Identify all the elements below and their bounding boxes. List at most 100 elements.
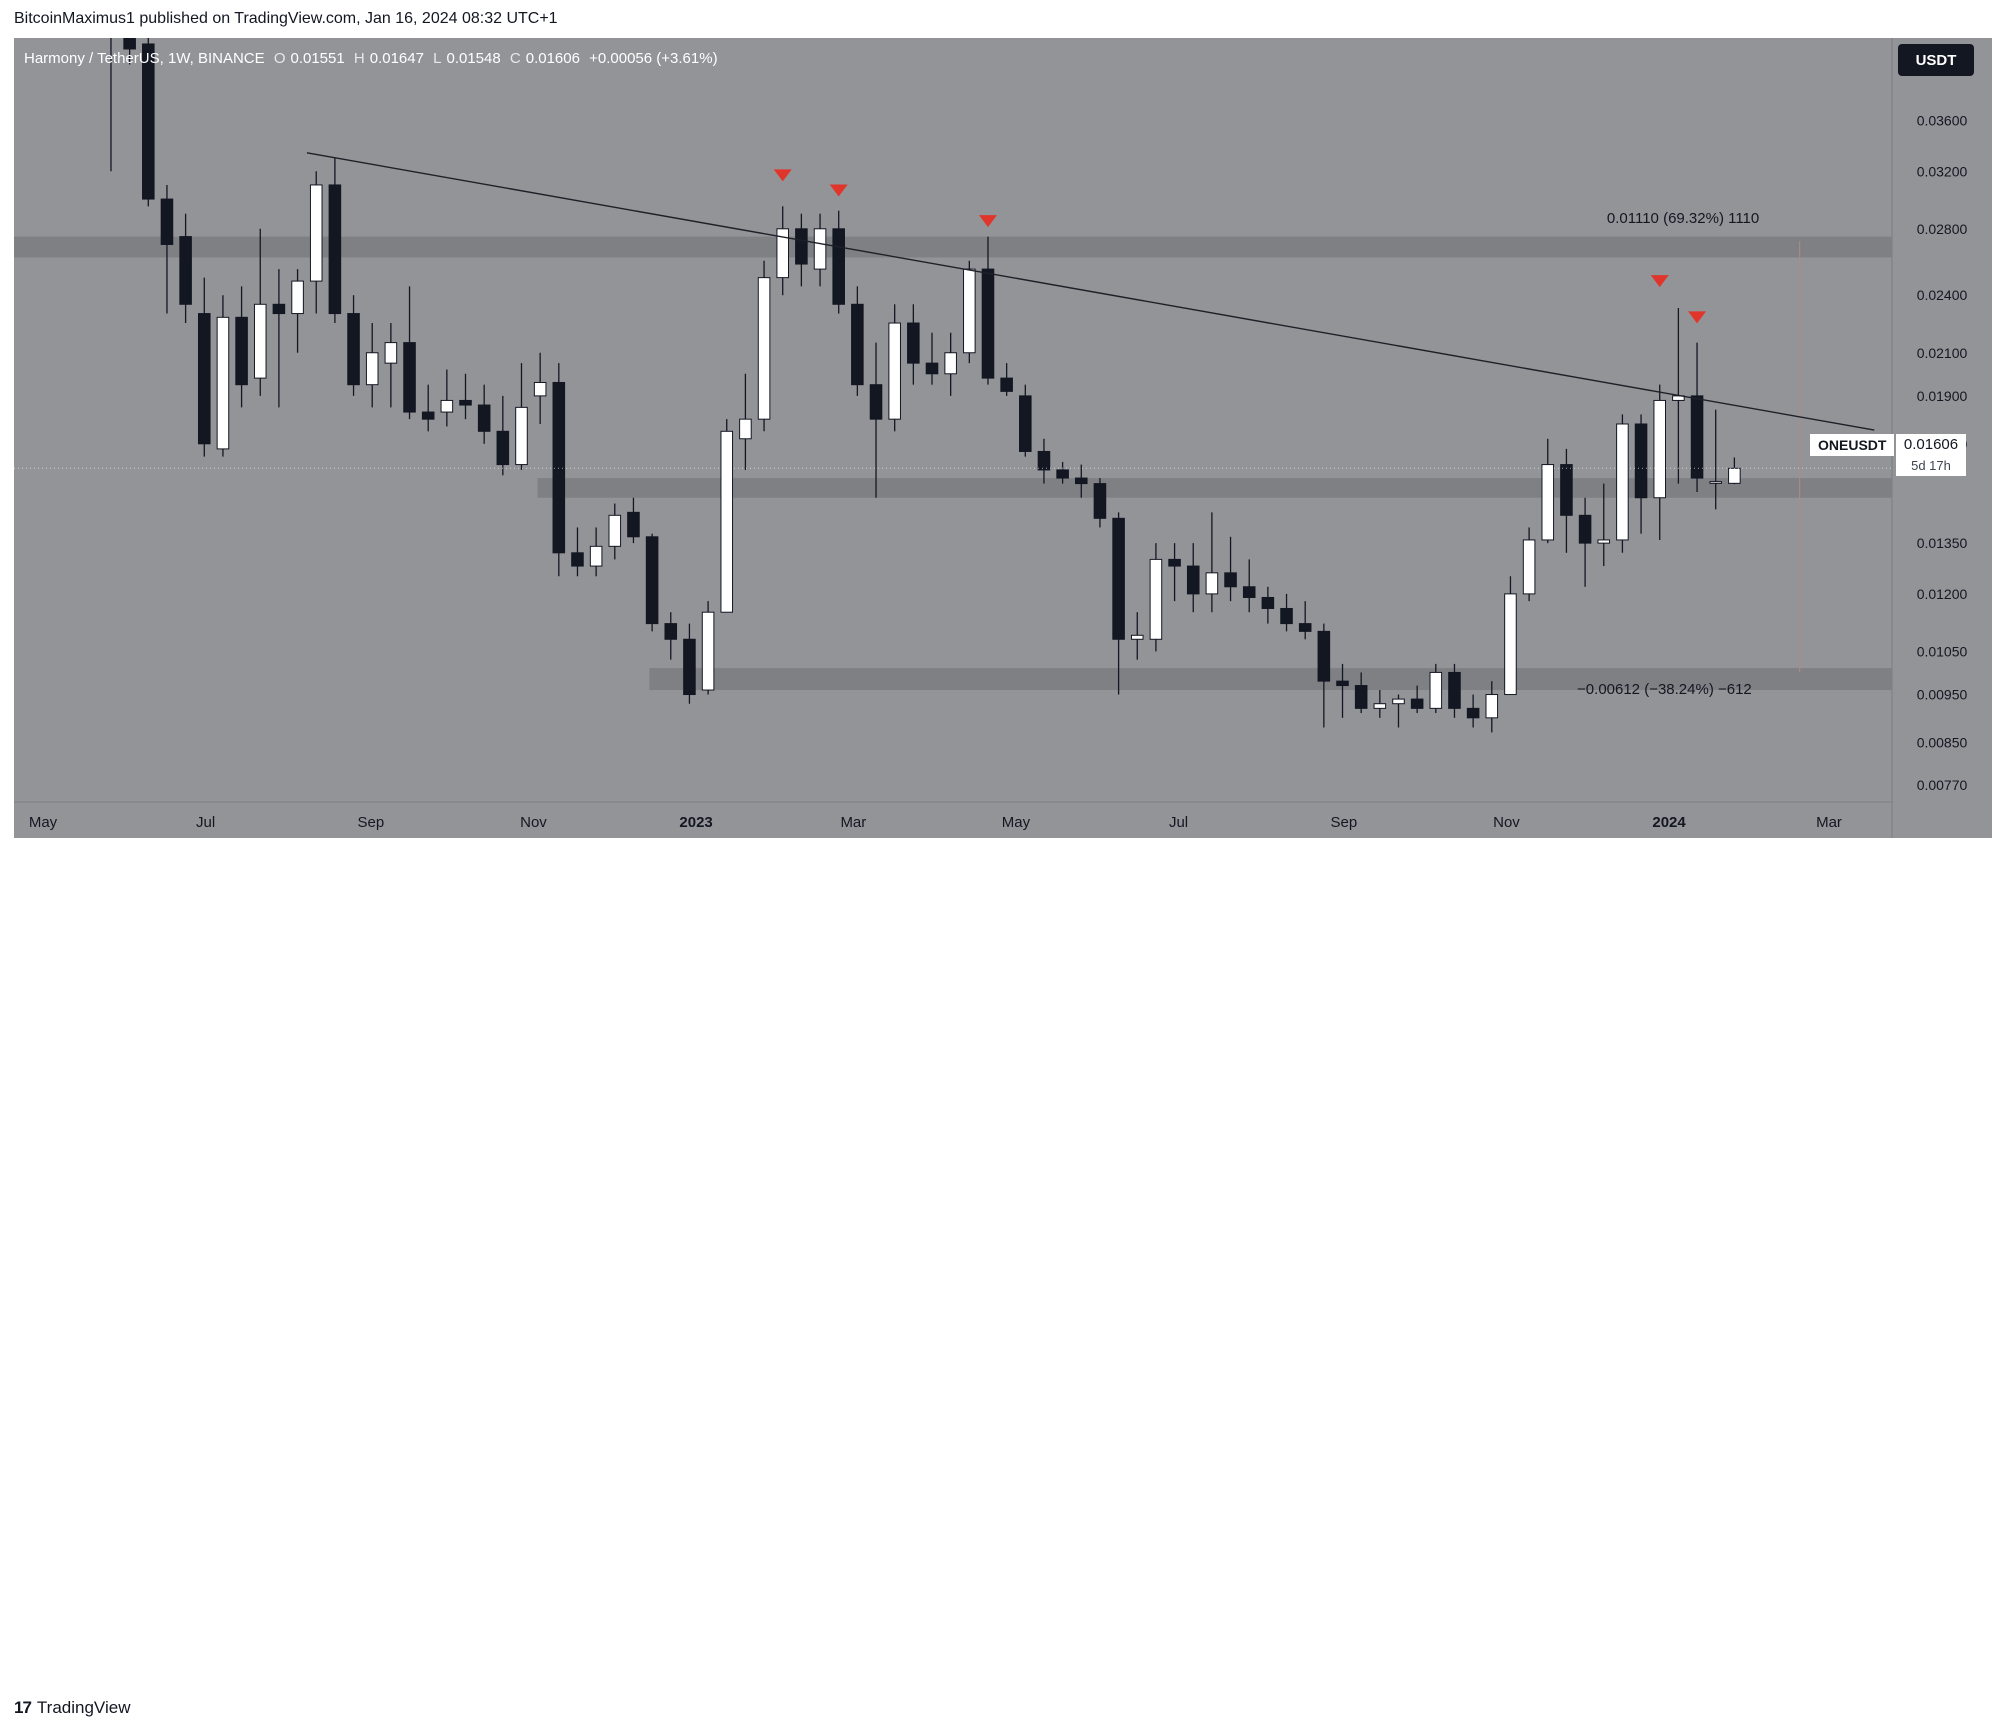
time-tick-label: Mar	[840, 814, 866, 831]
time-tick-label: Jul	[1169, 814, 1188, 831]
price-tick-label: 0.02400	[1917, 287, 1968, 303]
candle-body	[1485, 694, 1499, 719]
candle-body	[589, 545, 603, 567]
descending-trendline	[306, 152, 1875, 431]
candle-body	[459, 399, 472, 406]
candle-body	[1112, 517, 1125, 640]
candle-body	[1522, 539, 1536, 595]
candle-body	[1130, 634, 1144, 640]
rejection-marker	[978, 215, 997, 228]
candle-body	[832, 228, 845, 305]
candle-body	[795, 228, 808, 265]
candle-body	[365, 352, 379, 386]
candle-body	[1504, 593, 1517, 696]
candle-body	[1000, 377, 1013, 392]
rejection-marker	[1650, 275, 1669, 288]
header-bar: BitcoinMaximus1 published on TradingView…	[0, 0, 1992, 38]
candle-body	[1616, 423, 1629, 541]
candle-body	[1466, 707, 1480, 719]
candle-body	[1597, 539, 1611, 544]
legend-open: 0.01551	[290, 50, 345, 67]
candle-body	[869, 384, 883, 420]
candle-body	[1149, 558, 1163, 640]
measurement-label: −0.00612 (−38.24%) −612	[1577, 681, 1752, 698]
candle-body	[1578, 514, 1592, 544]
candle-body	[160, 198, 174, 245]
candle-body	[888, 322, 901, 420]
candle-body	[105, 24, 117, 34]
candle-body	[347, 313, 360, 386]
price-tick-label: 0.01900	[1917, 388, 1968, 404]
price-tick-label: 0.00950	[1917, 687, 1968, 703]
candle-body	[776, 228, 790, 279]
candle-body	[664, 623, 678, 640]
candle-body	[235, 316, 248, 386]
candle-body	[963, 268, 976, 354]
candle-body	[627, 511, 640, 538]
candle-body	[1410, 698, 1424, 709]
time-tick-label: Sep	[358, 814, 385, 831]
candle-body	[477, 404, 491, 432]
candle-body	[496, 430, 510, 466]
price-tick-label: 0.01200	[1917, 586, 1968, 602]
candle-body	[384, 342, 398, 364]
candle-body	[1653, 399, 1667, 499]
rejection-marker	[829, 184, 848, 197]
candle-body	[272, 303, 286, 315]
candle-body	[645, 536, 659, 625]
candle-body	[533, 381, 547, 397]
candle-body	[1205, 572, 1219, 595]
candle-body	[1074, 477, 1088, 485]
tradingview-brand: TradingView	[36, 1698, 131, 1717]
candle-body	[907, 322, 920, 364]
legend-open-key: O	[273, 50, 286, 67]
candle-body	[1373, 703, 1387, 709]
candle-body	[1634, 423, 1648, 499]
rejection-marker	[1688, 311, 1707, 324]
last-price-badge: 0.01606 5d 17h	[1896, 434, 1966, 476]
tradingview-logo-icon: 17	[14, 1698, 32, 1717]
candle-body	[253, 303, 267, 379]
price-tick-label: 0.03600	[1917, 113, 1968, 129]
candle-body	[739, 418, 752, 440]
time-tick-label: May	[29, 814, 58, 831]
time-tick-label: Jul	[196, 814, 215, 831]
last-price-value: 0.01606	[1903, 436, 1959, 453]
tradingview-logo[interactable]: 17 TradingView	[14, 1698, 130, 1718]
candle-body	[851, 303, 864, 386]
legend-close: 0.01606	[525, 50, 580, 67]
candle-body	[1242, 586, 1256, 598]
publish-info: BitcoinMaximus1 published on TradingView…	[14, 10, 558, 27]
candle-body	[701, 611, 715, 691]
candle-body	[1709, 481, 1722, 484]
candle-body	[1056, 469, 1069, 479]
candle-body	[1280, 607, 1293, 625]
candle-body	[291, 280, 304, 315]
time-axis-background	[14, 802, 1892, 838]
legend-low: 0.01548	[446, 50, 501, 67]
candle-body	[925, 362, 939, 375]
candle-body	[1037, 450, 1051, 471]
legend-close-key: C	[509, 50, 521, 67]
candle-body	[1448, 671, 1461, 709]
candle-body	[1560, 464, 1573, 516]
candle-body	[1186, 565, 1200, 595]
plot-layer: 0.01110 (69.32%) 1110 −0.00612 (−38.24%) …	[14, 24, 1892, 733]
candle-body	[683, 638, 696, 696]
measurement-label: 0.01110 (69.32%) 1110	[1607, 210, 1759, 227]
candle-body	[515, 406, 528, 466]
candle-body	[179, 236, 192, 305]
symbol-price-label: ONEUSDT	[1810, 434, 1895, 456]
candle-body	[1168, 558, 1181, 567]
price-chart[interactable]: 0.01110 (69.32%) 1110 −0.00612 (−38.24%) …	[0, 0, 1992, 886]
candle-body	[1690, 395, 1704, 479]
horizontal-zone-1	[14, 236, 1892, 258]
symbol-legend: Harmony / TetherUS, 1W, BINANCE O 0.01551…	[24, 50, 723, 67]
currency-button[interactable]: USDT	[1898, 44, 1974, 76]
candle-body	[1317, 630, 1331, 682]
price-tick-label: 0.01350	[1917, 535, 1968, 551]
candle-body	[981, 268, 995, 379]
legend-low-key: L	[433, 50, 442, 67]
candle-body	[1224, 572, 1237, 588]
price-tick-label: 0.00850	[1917, 734, 1968, 750]
